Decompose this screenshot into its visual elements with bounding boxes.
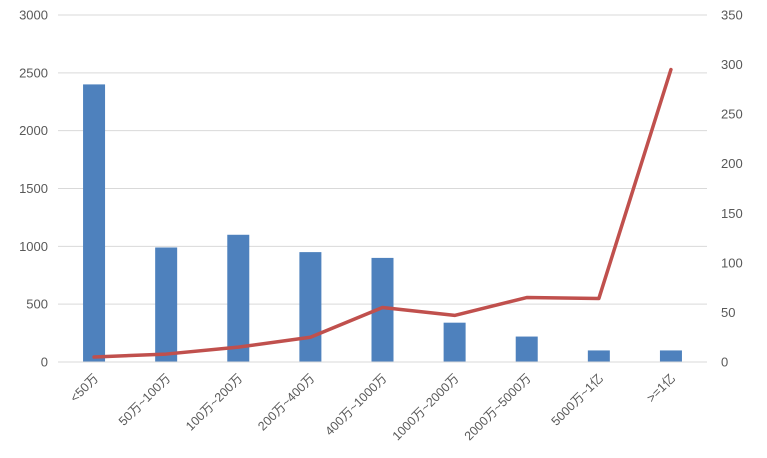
x-axis-category-label: >=1亿	[643, 371, 678, 406]
bar	[587, 350, 610, 362]
x-axis-category-label: 2000万~5000万	[462, 371, 534, 443]
left-axis-tick-label: 0	[41, 355, 48, 370]
bar	[83, 84, 106, 363]
x-axis-category-label: <50万	[67, 371, 101, 405]
right-axis-tick-label: 250	[721, 107, 743, 122]
right-axis-tick-label: 0	[721, 355, 728, 370]
x-axis-category-label: 1000万~2000万	[390, 371, 462, 443]
bar	[515, 336, 538, 362]
bar	[155, 247, 178, 362]
left-axis-tick-label: 500	[26, 297, 48, 312]
bar	[371, 257, 394, 362]
x-axis-category-label: 100万~200万	[183, 371, 245, 433]
bar	[659, 350, 682, 362]
left-axis-tick-label: 2000	[19, 123, 48, 138]
left-axis-tick-label: 1000	[19, 239, 48, 254]
right-axis-tick-label: 350	[721, 8, 743, 23]
right-axis-tick-label: 100	[721, 255, 743, 270]
right-axis-tick-label: 50	[721, 305, 735, 320]
bar	[227, 234, 250, 362]
bar	[443, 322, 466, 362]
bar	[299, 252, 322, 362]
right-axis-tick-label: 150	[721, 206, 743, 221]
line-series	[92, 67, 673, 359]
x-axis-category-label: 400万~1000万	[322, 371, 389, 438]
x-axis-category-label: 5000万~1亿	[548, 371, 606, 429]
x-axis-category-label: 50万~100万	[116, 371, 173, 428]
right-axis-tick-label: 300	[721, 57, 743, 72]
right-axis-tick-label: 200	[721, 156, 743, 171]
left-axis-tick-label: 2500	[19, 65, 48, 80]
x-axis-category-label: 200万~400万	[255, 371, 317, 433]
left-axis-tick-label: 1500	[19, 181, 48, 196]
left-axis-tick-label: 3000	[19, 8, 48, 23]
